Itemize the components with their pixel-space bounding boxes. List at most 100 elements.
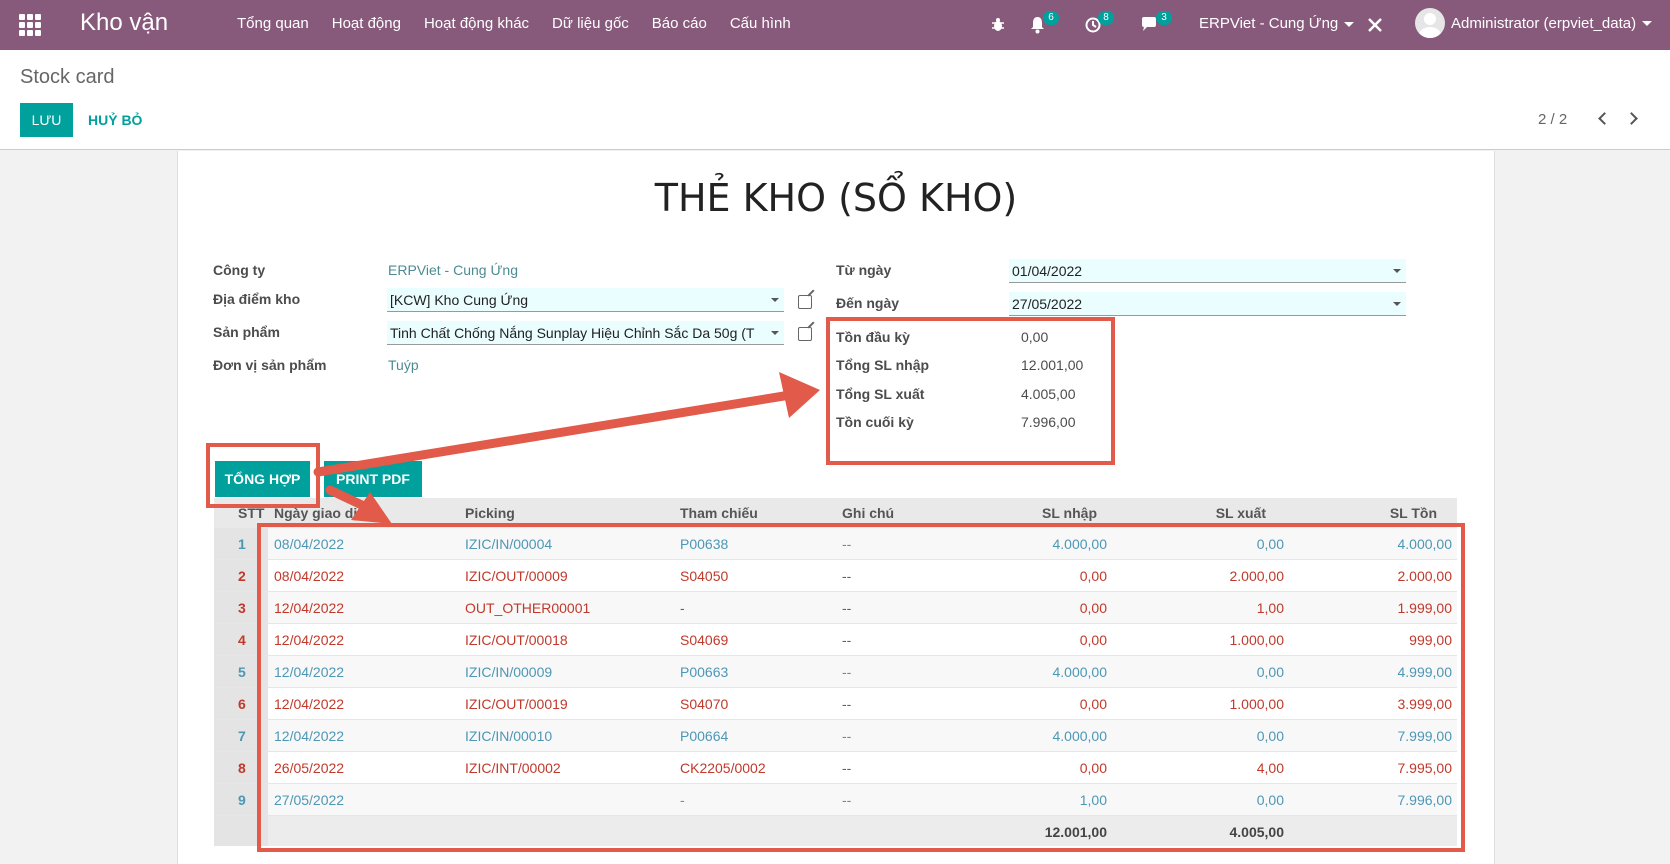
table-row[interactable]: 1 08/04/2022 IZIC/IN/00004 P00638 -- 4.000,00… xyxy=(214,528,1457,560)
row-ref: S04070 xyxy=(680,696,729,712)
tools-icon[interactable] xyxy=(1367,0,1383,50)
table-row[interactable]: 9 27/05/2022- -- 1,00 0,00 7.996,00 xyxy=(214,784,1457,816)
uom-link[interactable]: Tuýp xyxy=(388,357,419,373)
to-date-value: 27/05/2022 xyxy=(1012,296,1083,312)
company-name: ERPViet - Cung Ứng xyxy=(1199,15,1339,32)
bug-icon[interactable] xyxy=(990,0,1006,50)
stt-column-bg xyxy=(214,816,268,846)
row-balance: 7.996,00 xyxy=(1397,792,1453,808)
total-out-label: Tổng SL xuất xyxy=(836,386,925,402)
row-out: 1.000,00 xyxy=(1229,632,1285,648)
row-in: 1,00 xyxy=(1079,792,1107,808)
user-name: Administrator (erpviet_data) xyxy=(1451,14,1637,32)
from-date-value: 01/04/2022 xyxy=(1012,263,1083,279)
save-button[interactable]: LƯU xyxy=(20,103,73,137)
table-row[interactable]: 3 12/04/2022 OUT_OTHER00001- -- 0,00 1,00 1.99… xyxy=(214,592,1457,624)
row-picking: IZIC/OUT/00009 xyxy=(465,568,568,584)
row-ref: S04069 xyxy=(680,632,729,648)
header-balance: SL Tồn xyxy=(1389,505,1437,521)
row-date: 12/04/2022 xyxy=(274,600,345,616)
row-balance: 7.999,00 xyxy=(1397,728,1453,744)
row-ref: CK2205/0002 xyxy=(680,760,766,776)
user-menu[interactable]: Administrator (erpviet_data) xyxy=(1415,8,1653,38)
row-balance: 999,00 xyxy=(1409,632,1452,648)
row-ref: P00663 xyxy=(680,664,729,680)
breadcrumb[interactable]: Stock card xyxy=(20,66,115,88)
header-stt: STT xyxy=(238,505,265,521)
row-in: 4.000,00 xyxy=(1052,536,1108,552)
row-balance: 1.999,00 xyxy=(1397,600,1453,616)
row-out: 0,00 xyxy=(1256,792,1284,808)
table-row[interactable]: 7 12/04/2022 IZIC/IN/00010 P00664 -- 4.000,00… xyxy=(214,720,1457,752)
table-footer: 12.001,00 4.005,00 xyxy=(214,816,1457,846)
from-date-field[interactable]: 01/04/2022 xyxy=(1009,259,1406,283)
opening-value: 0,00 xyxy=(1021,329,1049,345)
location-label: Địa điểm kho xyxy=(213,291,301,307)
table-row[interactable]: 8 26/05/2022 IZIC/INT/00002 CK2205/0002 -- 0,… xyxy=(214,752,1457,784)
activities-button[interactable]: 8 xyxy=(1085,0,1114,50)
row-ref: S04050 xyxy=(680,568,729,584)
row-note: -- xyxy=(842,728,852,744)
external-link-icon[interactable] xyxy=(798,327,812,341)
total-in-value: 12.001,00 xyxy=(1021,357,1084,373)
table-header: STT Ngày giao dịch Picking Tham chiếu Gh… xyxy=(214,498,1457,528)
summary-button[interactable]: TỔNG HỢP xyxy=(215,461,310,497)
discard-button[interactable]: HUỶ BỎ xyxy=(88,112,143,128)
location-value: [KCW] Kho Cung Ứng xyxy=(390,292,529,308)
menu-bao-cao[interactable]: Báo cáo xyxy=(651,15,707,32)
table-row[interactable]: 5 12/04/2022 IZIC/IN/00009 P00663 -- 4.000,00… xyxy=(214,656,1457,688)
pager-next-button[interactable] xyxy=(1625,110,1641,128)
table-row[interactable]: 6 12/04/2022 IZIC/OUT/00019 S04070 -- 0,00 1.0… xyxy=(214,688,1457,720)
header-picking: Picking xyxy=(465,505,515,521)
menu-cau-hinh[interactable]: Cấu hình xyxy=(729,15,791,32)
dropdown-caret-icon xyxy=(1393,302,1401,306)
messages-button[interactable]: 3 xyxy=(1141,0,1172,50)
chat-icon xyxy=(1142,17,1156,31)
to-date-label: Đến ngày xyxy=(836,295,900,311)
company-link[interactable]: ERPViet - Cung Ứng xyxy=(388,262,518,278)
menu-tong-quan[interactable]: Tổng quan xyxy=(237,15,309,32)
row-ref: - xyxy=(680,600,685,616)
total-out-value: 4.005,00 xyxy=(1021,386,1076,402)
row-balance: 2.000,00 xyxy=(1397,568,1453,584)
location-select[interactable]: [KCW] Kho Cung Ứng xyxy=(387,288,784,312)
row-balance: 7.995,00 xyxy=(1397,760,1453,776)
print-pdf-button[interactable]: PRINT PDF xyxy=(324,461,422,497)
company-switcher[interactable]: ERPViet - Cung Ứng xyxy=(1199,15,1355,32)
table-row[interactable]: 2 08/04/2022 IZIC/OUT/00009 S04050 -- 0,00 2.0… xyxy=(214,560,1457,592)
row-out: 0,00 xyxy=(1256,536,1284,552)
page-title: THẺ KHO (SỔ KHO) xyxy=(654,176,1018,220)
table-row[interactable]: 4 12/04/2022 IZIC/OUT/00018 S04069 -- 0,00 1.0… xyxy=(214,624,1457,656)
menu-hoat-dong-khac[interactable]: Hoạt động khác xyxy=(423,15,530,32)
header-out: SL xuất xyxy=(1215,505,1266,521)
row-note: -- xyxy=(842,632,852,648)
notifications-button[interactable]: 6 xyxy=(1029,0,1059,50)
product-select[interactable]: Tinh Chất Chống Nắng Sunplay Hiệu Chỉnh … xyxy=(387,321,784,345)
footer-total-out: 4.005,00 xyxy=(1229,824,1285,840)
menu-hoat-dong[interactable]: Hoạt động xyxy=(331,15,401,32)
row-date: 08/04/2022 xyxy=(274,568,345,584)
row-picking: OUT_OTHER00001 xyxy=(465,600,591,616)
external-link-icon[interactable] xyxy=(798,295,812,309)
row-ref: P00664 xyxy=(680,728,729,744)
apps-menu-icon[interactable] xyxy=(19,14,41,36)
footer-total-in: 12.001,00 xyxy=(1044,824,1107,840)
menu-du-lieu-goc[interactable]: Dữ liệu gốc xyxy=(552,15,629,32)
pager-value: 2 / 2 xyxy=(1538,111,1568,128)
row-out: 1.000,00 xyxy=(1229,696,1285,712)
pager-previous-button[interactable] xyxy=(1596,110,1611,128)
row-out: 0,00 xyxy=(1256,664,1284,680)
product-value: Tinh Chất Chống Nắng Sunplay Hiệu Chỉnh … xyxy=(390,325,755,341)
activities-badge: 8 xyxy=(1098,11,1114,25)
app-brand: Kho vận xyxy=(80,9,169,36)
row-date: 12/04/2022 xyxy=(274,696,345,712)
row-stt: 2 xyxy=(238,568,246,584)
row-note: -- xyxy=(842,536,852,552)
row-ref: P00638 xyxy=(680,536,729,552)
to-date-field[interactable]: 27/05/2022 xyxy=(1009,292,1406,316)
avatar xyxy=(1415,8,1445,38)
closing-label: Tồn cuối kỳ xyxy=(836,414,914,430)
chevron-left-icon xyxy=(1598,112,1611,125)
dropdown-caret-icon xyxy=(771,298,779,302)
uom-label: Đơn vị sản phẩm xyxy=(213,357,327,373)
